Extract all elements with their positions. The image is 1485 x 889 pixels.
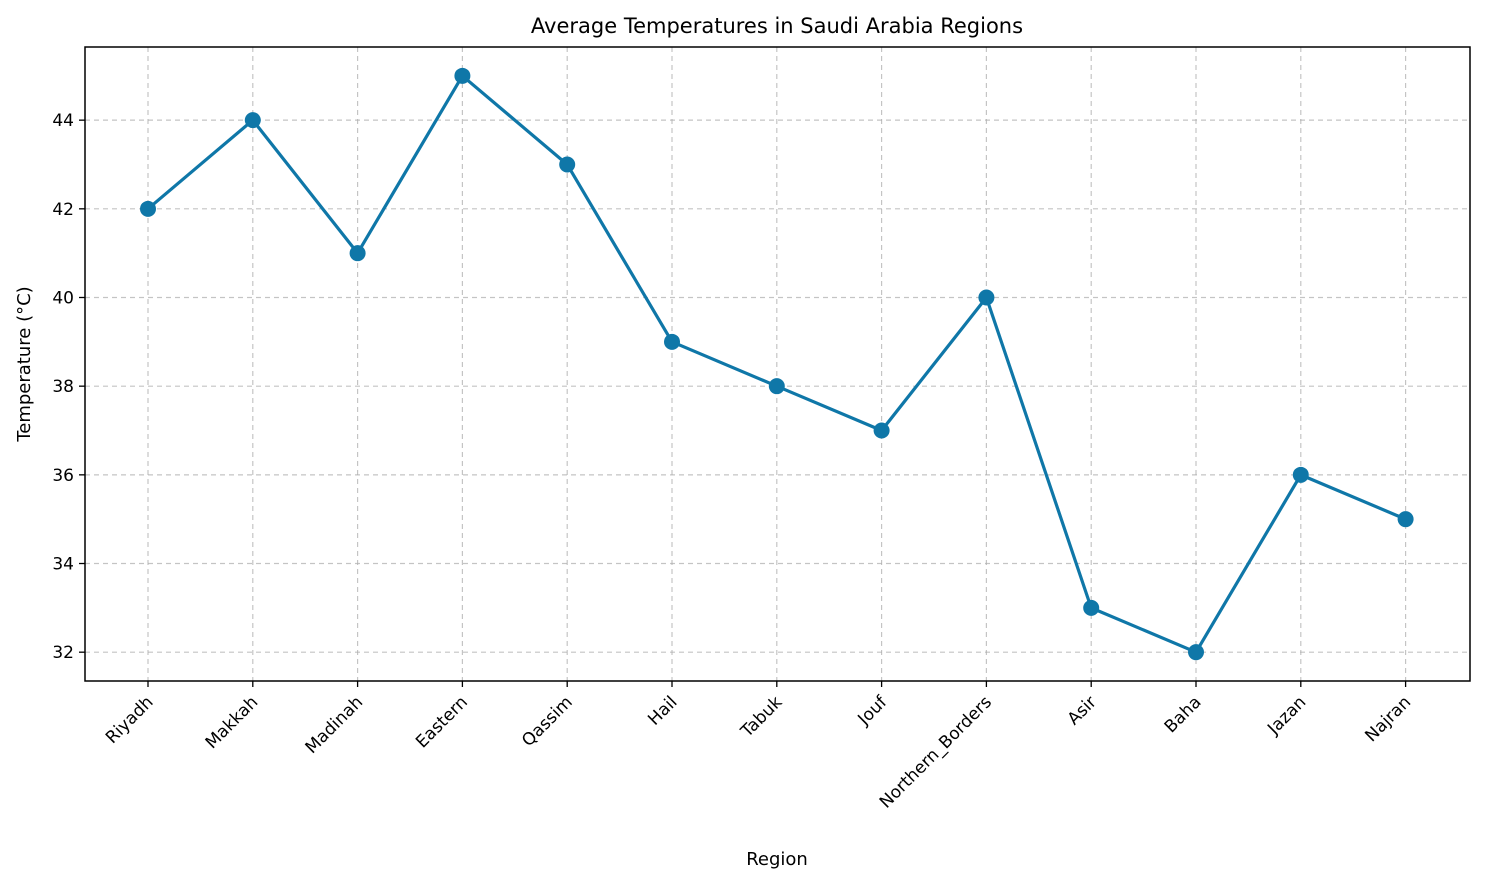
y-tick-label: 40 bbox=[52, 288, 74, 308]
y-tick-label: 34 bbox=[52, 555, 74, 575]
x-tick-label: Makkah bbox=[202, 692, 263, 753]
x-tick-label: Eastern bbox=[412, 692, 472, 752]
x-tick-label: Tabuk bbox=[737, 692, 787, 742]
y-tick-label: 38 bbox=[52, 377, 74, 397]
x-tick-label: Madinah bbox=[302, 692, 367, 757]
x-tick-label: Riyadh bbox=[102, 692, 158, 748]
series-layer bbox=[140, 67, 1414, 661]
x-tick-label: Jouf bbox=[854, 692, 892, 730]
data-point bbox=[244, 112, 261, 129]
x-tick-label: Najran bbox=[1361, 692, 1415, 746]
y-tick-label: 36 bbox=[52, 466, 74, 486]
grid-lines bbox=[85, 47, 1470, 681]
data-point bbox=[664, 333, 680, 350]
x-tick-label: Hail bbox=[644, 692, 681, 729]
data-point bbox=[454, 67, 471, 84]
data-point bbox=[768, 378, 785, 395]
data-point bbox=[559, 156, 576, 173]
data-point bbox=[349, 245, 366, 262]
data-point bbox=[1397, 511, 1414, 528]
data-point bbox=[140, 200, 156, 217]
x-tick-label: Asir bbox=[1064, 692, 1101, 729]
y-tick-label: 42 bbox=[52, 200, 74, 220]
x-axis-label: Region bbox=[746, 849, 808, 870]
x-tick-label: Baha bbox=[1161, 692, 1206, 737]
chart-title: Average Temperatures in Saudi Arabia Reg… bbox=[531, 14, 1023, 38]
x-tick-label: Northern_Borders bbox=[876, 692, 996, 812]
data-point bbox=[1292, 466, 1309, 483]
data-point bbox=[873, 422, 890, 439]
data-point bbox=[978, 289, 995, 306]
data-point bbox=[1083, 599, 1100, 616]
x-tick-label: Jazan bbox=[1263, 692, 1310, 739]
axes bbox=[79, 46, 1471, 687]
x-tick-label: Qassim bbox=[518, 692, 577, 751]
y-tick-label: 44 bbox=[52, 111, 74, 131]
tick-labels: 32 34 36 38 40 42 44 Riyadh Makkah Madinah Eastern… bbox=[52, 111, 1415, 812]
plot-frame bbox=[84, 46, 1471, 682]
y-tick-label: 32 bbox=[52, 643, 74, 663]
y-axis-label: Temperature (°C) bbox=[14, 286, 35, 442]
data-point bbox=[1188, 644, 1204, 661]
